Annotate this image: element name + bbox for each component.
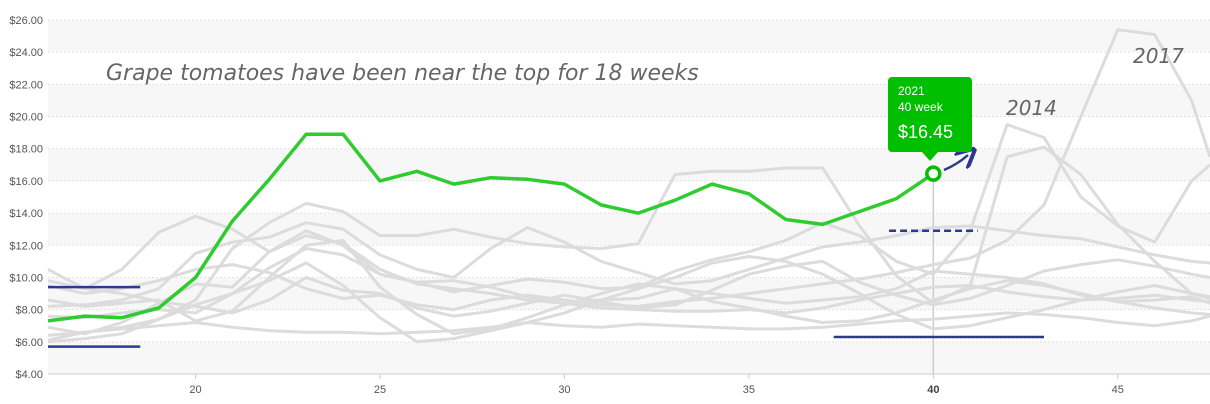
y-tick-label: $6.00 <box>15 337 43 349</box>
series-line <box>47 311 1210 337</box>
series-line <box>47 247 1210 320</box>
x-tick-label: 20 <box>189 384 201 396</box>
y-tick-label: $26.00 <box>9 15 43 27</box>
trend-arrow <box>943 155 968 172</box>
tooltip: 2021 40 week $16.45 <box>888 77 972 161</box>
y-axis-ticks: $4.00 $6.00 $8.00 $10.00 $12.00 $14.00 $16.00 $… <box>9 15 43 381</box>
point-marker[interactable] <box>925 165 942 182</box>
x-tick-label: 40 <box>927 384 939 396</box>
selected-point[interactable] <box>925 165 942 182</box>
series-line <box>47 255 1210 344</box>
y-tick-label: $24.00 <box>9 47 43 59</box>
reference-lines <box>48 229 1044 348</box>
tooltip-box <box>888 77 972 152</box>
series-line <box>47 234 1210 336</box>
highlight-series[interactable] <box>47 132 935 323</box>
series-line <box>47 123 1210 294</box>
y-tick-label: $10.00 <box>9 272 43 284</box>
x-tick-label: 45 <box>1112 384 1124 396</box>
y-tick-label: $18.00 <box>9 144 43 156</box>
series-line-2021[interactable] <box>47 132 935 323</box>
tooltip-pointer <box>922 152 938 161</box>
series-line <box>47 28 1210 312</box>
tooltip-price: $16.45 <box>898 122 953 142</box>
grid-band <box>48 213 1210 246</box>
tooltip-week: 40 week <box>898 100 944 114</box>
tooltip-year: 2021 <box>898 84 925 98</box>
series-line <box>47 221 1210 308</box>
grid-band <box>48 84 1210 117</box>
y-tick-label: $8.00 <box>15 305 43 317</box>
headline-annotation: Grape tomatoes have been near the top fo… <box>106 61 699 86</box>
label-2014: 2014 <box>1006 96 1057 120</box>
series-line <box>47 238 1210 336</box>
y-tick-label: $22.00 <box>9 79 43 91</box>
x-axis-ticks: 20 25 30 35 40 45 <box>189 374 1124 396</box>
y-tick-label: $14.00 <box>9 208 43 220</box>
background-series <box>47 28 1210 344</box>
series-line <box>47 258 1210 318</box>
grid-band <box>48 341 1210 374</box>
y-tick-label: $12.00 <box>9 240 43 252</box>
x-tick-label: 35 <box>743 384 755 396</box>
grid-band <box>48 20 1210 53</box>
y-tick-label: $20.00 <box>9 112 43 124</box>
grid-band <box>48 148 1210 181</box>
y-tick-label: $16.00 <box>9 176 43 188</box>
x-tick-label: 30 <box>558 384 570 396</box>
y-tick-label: $4.00 <box>15 369 43 381</box>
label-2017: 2017 <box>1133 44 1184 68</box>
x-tick-label: 25 <box>374 384 386 396</box>
